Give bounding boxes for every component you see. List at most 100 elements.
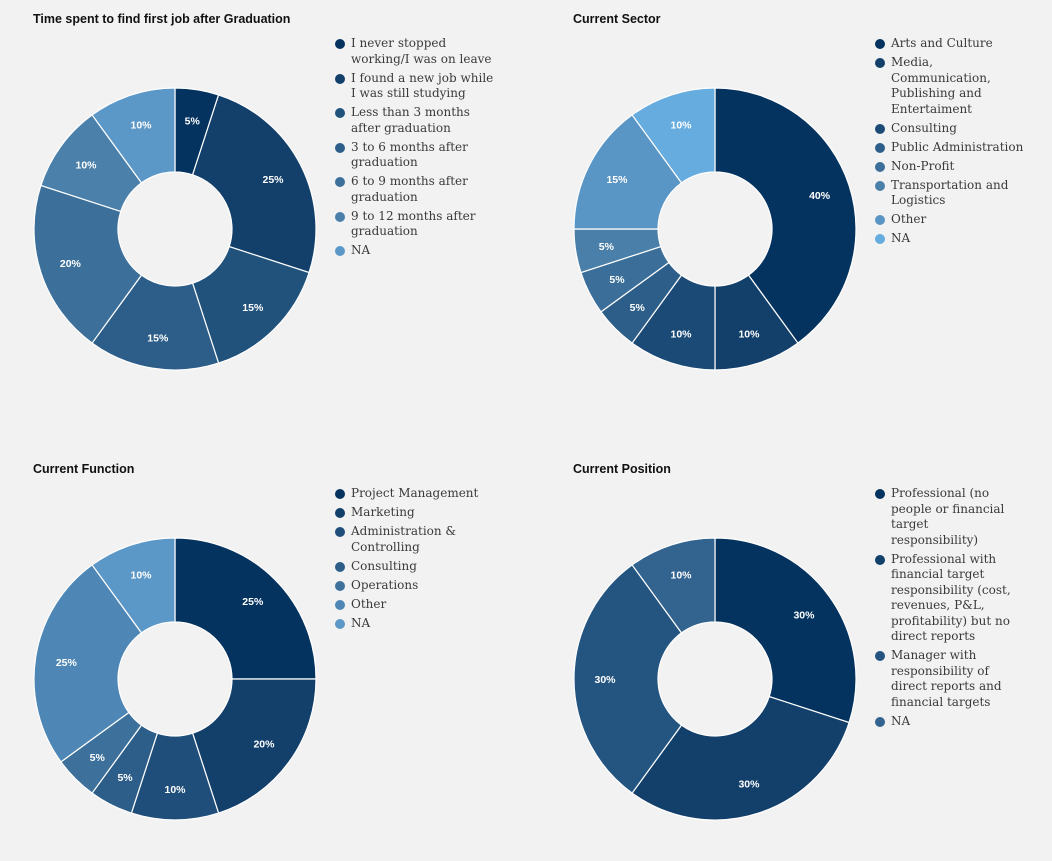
legend-label: 6 to 9 months after graduation bbox=[351, 174, 468, 204]
legend-swatch bbox=[875, 215, 885, 225]
legend-item: NA bbox=[875, 714, 1015, 730]
legend-item: Operations bbox=[335, 578, 495, 594]
legend-item: Media, Communication, Publishing and Ent… bbox=[875, 55, 1035, 117]
slice-label: 10% bbox=[671, 329, 693, 341]
slice-label: 10% bbox=[131, 569, 153, 581]
donut-slice bbox=[191, 94, 317, 274]
legend-item: I found a new job while I was still stud… bbox=[335, 71, 495, 102]
legend-label: Other bbox=[351, 596, 387, 611]
legend-item: Less than 3 months after graduation bbox=[335, 105, 495, 136]
donut-slice bbox=[631, 695, 850, 821]
legend: Arts and Culture Media, Communication, Pu… bbox=[875, 36, 1035, 250]
legend-label: Consulting bbox=[351, 558, 417, 573]
chart-panel-current-sector: Current Sector 40% 10% 10% 5% 5% 5% 15% 10% Art… bbox=[540, 0, 1052, 411]
legend-swatch bbox=[875, 716, 885, 727]
legend-swatch bbox=[335, 39, 345, 49]
legend-item: NA bbox=[875, 231, 1035, 247]
slice-label: 5% bbox=[185, 115, 201, 127]
slice-label: 5% bbox=[90, 752, 106, 764]
legend-swatch bbox=[335, 73, 345, 84]
slice-label: 25% bbox=[263, 174, 285, 186]
slice-label: 5% bbox=[599, 241, 615, 253]
legend-label: NA bbox=[891, 713, 911, 728]
legend-swatch bbox=[875, 554, 885, 565]
legend-label: I found a new job while I was still stud… bbox=[351, 70, 494, 101]
slice-label: 5% bbox=[117, 772, 133, 784]
donut-slice bbox=[714, 87, 857, 344]
legend-swatch bbox=[875, 58, 885, 68]
legend-swatch bbox=[875, 180, 885, 191]
donut-slice bbox=[91, 537, 176, 634]
legend-swatch bbox=[335, 211, 345, 222]
slice-label: 15% bbox=[606, 174, 628, 186]
donut-slice bbox=[573, 114, 683, 230]
legend: Project Management Marketing Administratio… bbox=[335, 486, 495, 635]
slice-label: 5% bbox=[609, 274, 625, 286]
donut-slice bbox=[631, 87, 716, 184]
legend-item: 6 to 9 months after graduation bbox=[335, 174, 495, 205]
legend-item: Professional with financial target respo… bbox=[875, 552, 1015, 645]
legend-label: Professional (no people or financial tar… bbox=[891, 486, 1005, 547]
legend-item: NA bbox=[335, 243, 495, 259]
slice-label: 10% bbox=[76, 159, 98, 171]
legend-label: Other bbox=[891, 212, 927, 226]
slice-label: 10% bbox=[738, 329, 760, 341]
legend-label: Media, Communication, Publishing and Ent… bbox=[891, 55, 991, 116]
slice-label: 30% bbox=[793, 609, 815, 621]
legend-label: Public Administration bbox=[891, 139, 1024, 154]
donut-chart: 25% 20% 10% 5% 5% 25% 10% bbox=[33, 537, 317, 821]
slice-label: 25% bbox=[56, 657, 78, 669]
chart-panel-time-to-first-job: Time spent to find first job after Gradu… bbox=[0, 0, 526, 411]
legend-item: Public Administration bbox=[875, 140, 1035, 156]
legend-item: I never stopped working/I was on leave bbox=[335, 36, 495, 67]
donut-slice bbox=[174, 537, 317, 680]
legend: I never stopped working/I was on leave I … bbox=[335, 36, 495, 262]
legend-item: Non-Profit bbox=[875, 159, 1035, 175]
legend-item: Consulting bbox=[335, 559, 495, 575]
donut-slice bbox=[573, 564, 683, 794]
slice-label: 20% bbox=[60, 258, 82, 270]
legend-label: NA bbox=[351, 615, 371, 630]
legend-label: Professional with financial target respo… bbox=[891, 551, 1011, 644]
legend-label: Project Management bbox=[351, 486, 479, 500]
legend: Professional (no people or financial tar… bbox=[875, 486, 1015, 733]
donut-slice bbox=[33, 184, 143, 344]
slice-label: 10% bbox=[671, 119, 693, 131]
slice-label: 15% bbox=[242, 302, 264, 314]
legend-swatch bbox=[335, 108, 345, 118]
legend-item: Manager with responsibility of direct re… bbox=[875, 648, 1015, 710]
legend-label: NA bbox=[351, 243, 371, 257]
legend-label: 3 to 6 months after graduation bbox=[351, 139, 468, 170]
chart-panel-current-position: Current Position 30% 30% 30% 10% Profession… bbox=[540, 450, 1052, 861]
slice-label: 5% bbox=[630, 302, 646, 314]
donut-slice bbox=[33, 564, 143, 763]
legend-swatch bbox=[875, 489, 885, 499]
legend-swatch bbox=[335, 599, 345, 610]
slice-label: 10% bbox=[131, 119, 153, 131]
donut-chart: 40% 10% 10% 5% 5% 5% 15% 10% bbox=[573, 87, 857, 371]
slice-label: 15% bbox=[147, 333, 169, 345]
legend-item: Consulting bbox=[875, 121, 1035, 137]
legend-swatch bbox=[335, 580, 345, 591]
slice-label: 10% bbox=[164, 784, 186, 796]
legend-item: Other bbox=[335, 597, 495, 613]
legend-label: 9 to 12 months after graduation bbox=[351, 208, 476, 239]
legend-swatch bbox=[875, 123, 885, 134]
legend-item: Professional (no people or financial tar… bbox=[875, 486, 1015, 548]
legend-swatch bbox=[335, 508, 345, 518]
legend-label: Marketing bbox=[351, 505, 415, 519]
slice-label: 30% bbox=[594, 674, 616, 686]
legend-label: Consulting bbox=[891, 120, 957, 135]
slice-label: 25% bbox=[242, 596, 264, 608]
chart-panel-current-function: Current Function 25% 20% 10% 5% 5% 25% 10% Pro… bbox=[0, 450, 526, 861]
legend-label: Administration & Controlling bbox=[351, 524, 457, 554]
chart-title: Current Sector bbox=[573, 12, 661, 26]
legend-label: NA bbox=[891, 231, 911, 245]
legend-item: Other bbox=[875, 212, 1035, 228]
legend-swatch bbox=[335, 527, 345, 537]
legend-swatch bbox=[335, 177, 345, 187]
donut-slice bbox=[91, 87, 176, 184]
legend-swatch bbox=[875, 39, 885, 49]
chart-title: Time spent to find first job after Gradu… bbox=[33, 12, 291, 26]
slice-label: 10% bbox=[671, 569, 693, 581]
